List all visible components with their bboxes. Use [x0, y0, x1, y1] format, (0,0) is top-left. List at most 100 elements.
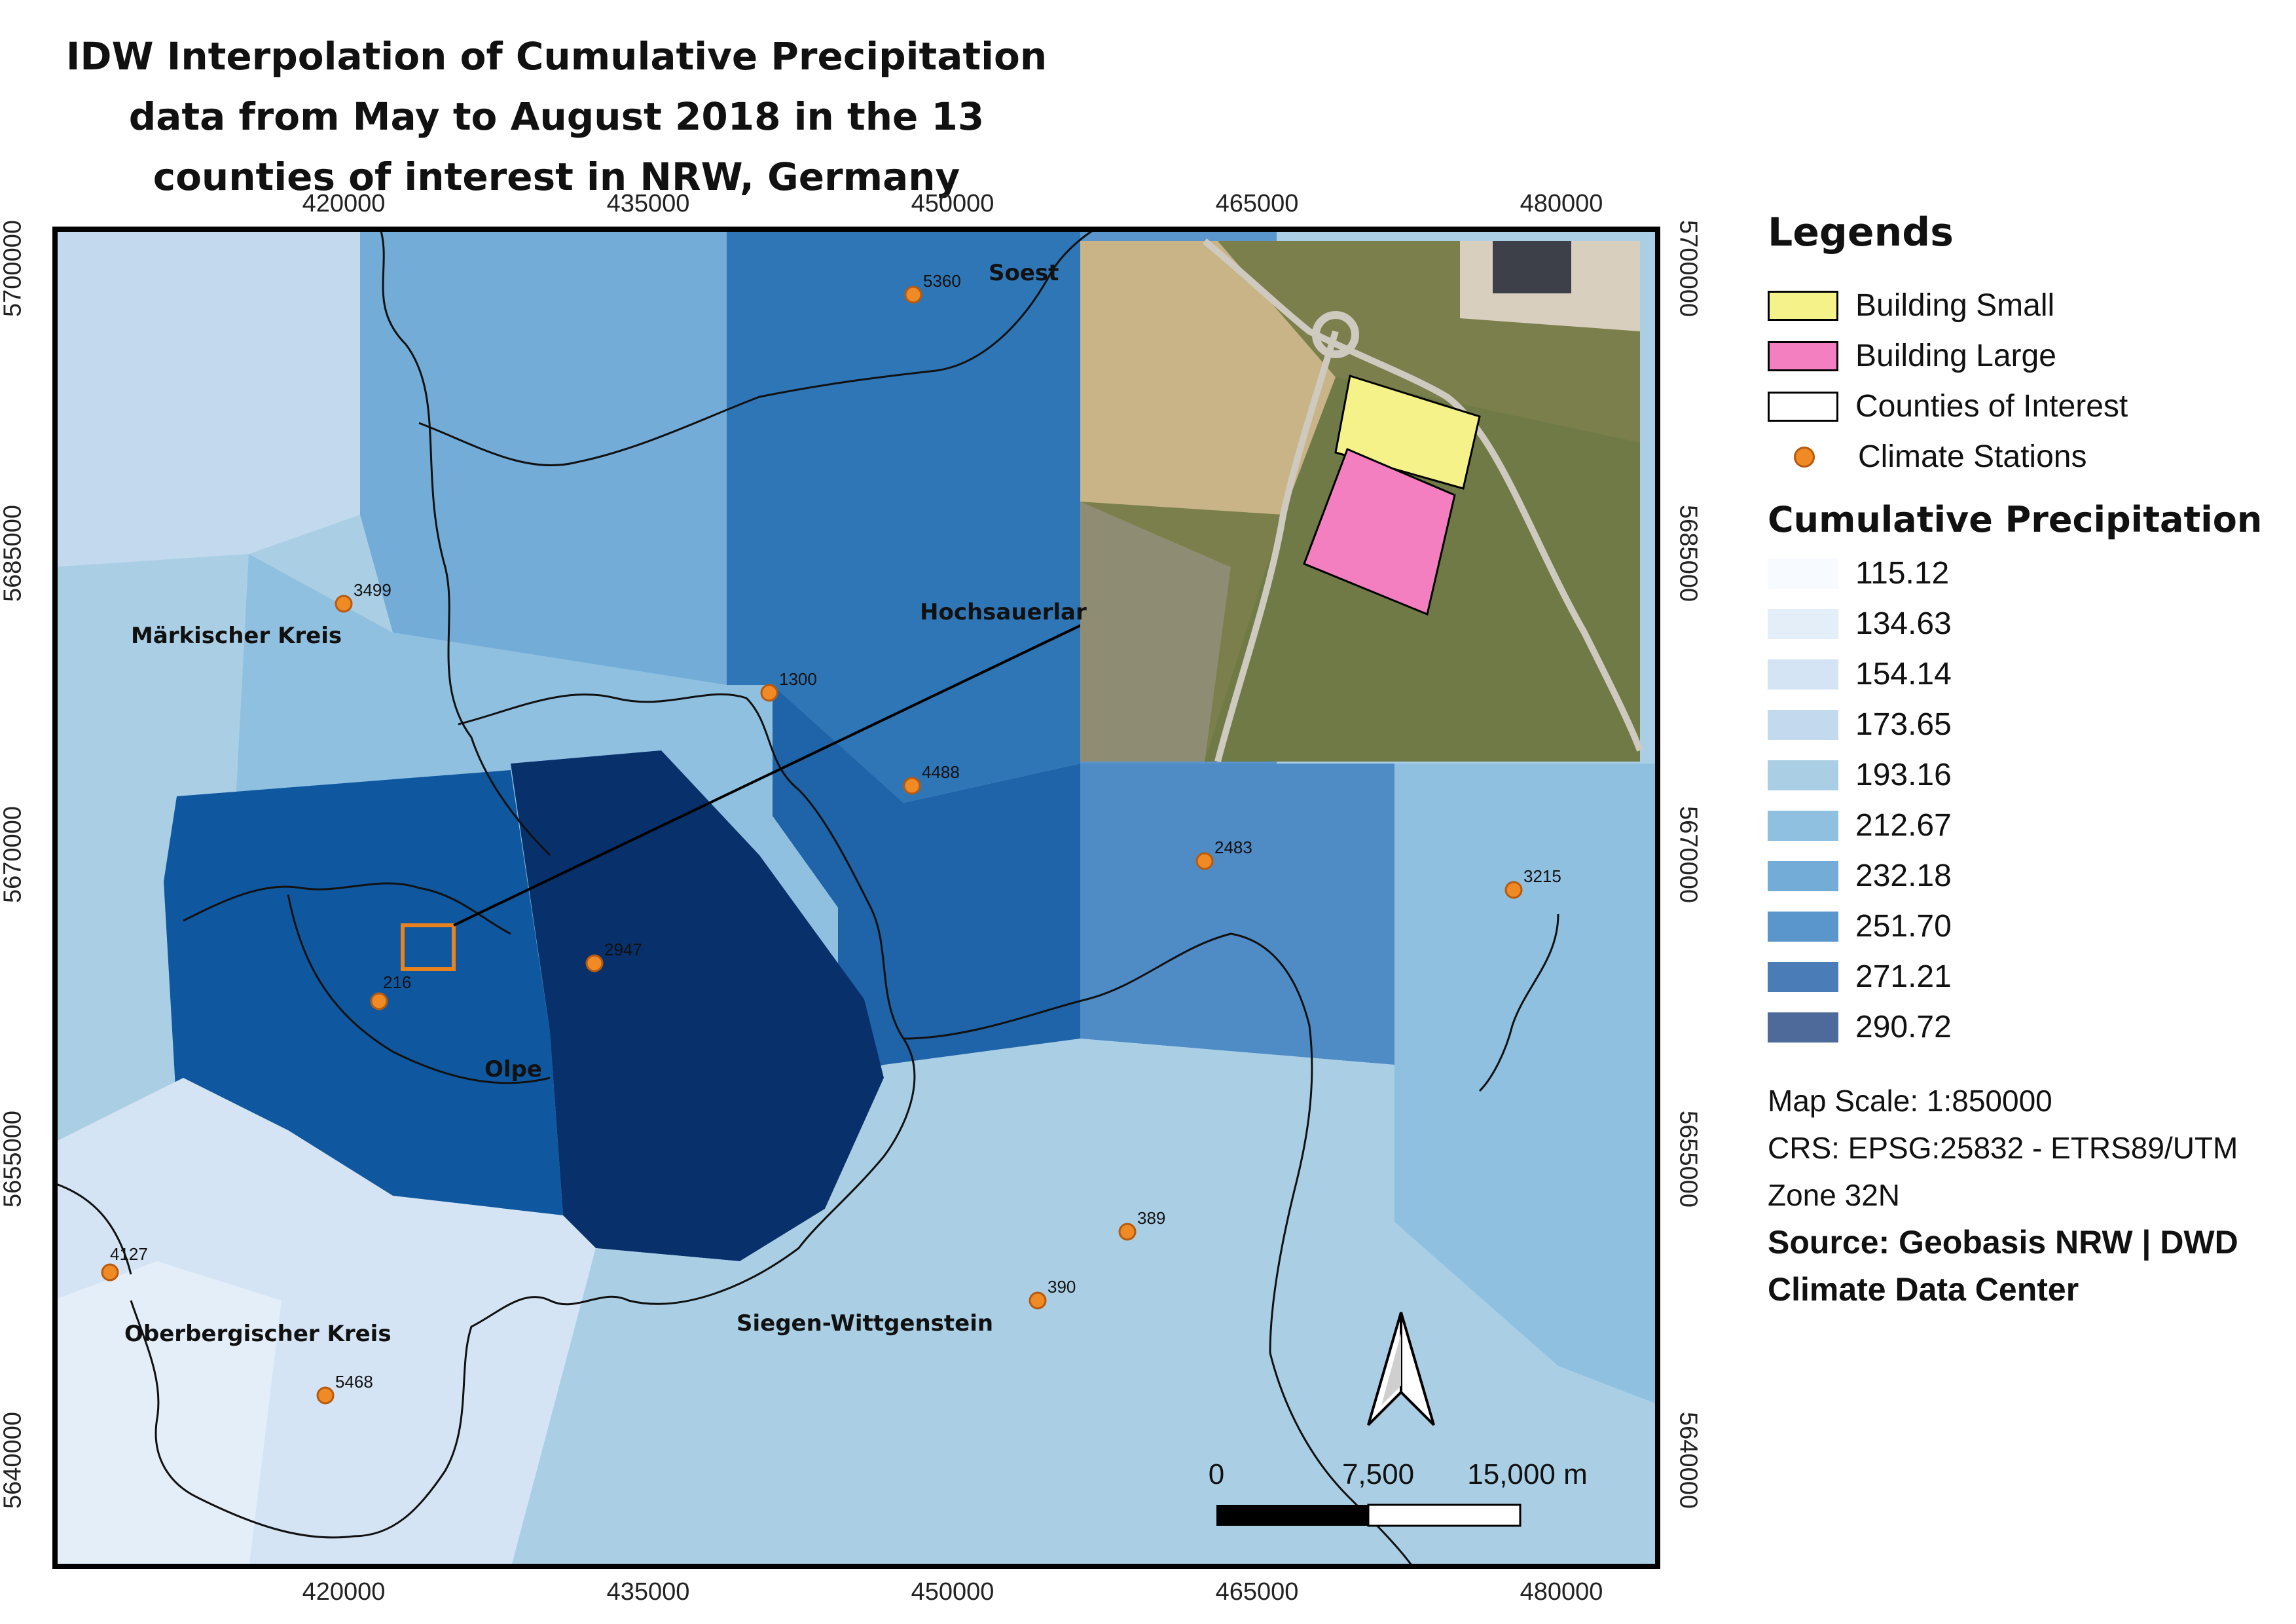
station-label: 5468 [335, 1372, 373, 1392]
precip-label: 212.67 [1855, 808, 1952, 843]
precip-label: 134.63 [1855, 606, 1952, 641]
y-tick-left: 5685000 [0, 505, 27, 602]
scale-label: 15,000 m [1467, 1458, 1587, 1490]
boundary-line [418, 227, 1101, 467]
precip-class: 212.67 [1768, 800, 2278, 851]
inset-aerial[interactable] [1080, 238, 1643, 763]
y-tick-right: 5685000 [1674, 505, 1702, 602]
station-label: 2947 [604, 940, 642, 959]
station-marker[interactable] [585, 954, 604, 972]
precip-swatch [1768, 558, 1838, 589]
precip-class: 134.63 [1768, 599, 2278, 649]
station-label: 3215 [1523, 866, 1561, 886]
boundary-line [183, 882, 511, 935]
precip-label: 290.72 [1855, 1010, 1952, 1044]
zone-nw [52, 227, 360, 567]
station-marker[interactable] [1118, 1223, 1137, 1241]
station-marker[interactable] [903, 777, 921, 795]
station-marker[interactable] [760, 684, 778, 702]
county-label-soest: Soest [989, 260, 1059, 286]
precip-label: 251.70 [1855, 909, 1952, 944]
scale-segment-white [1367, 1504, 1522, 1527]
swatch-building-large [1768, 341, 1838, 371]
station-marker[interactable] [904, 286, 922, 304]
station-label: 4488 [922, 762, 960, 782]
station-label: 3499 [354, 580, 392, 600]
county-labels: Soest Märkischer Kreis Hochsauerlar Olpe… [124, 260, 1087, 1347]
county-label-oberbergischer-kreis: Oberbergischer Kreis [124, 1321, 392, 1347]
legend-item-building-large: Building Large [1768, 331, 2278, 381]
building-large[interactable] [1303, 448, 1456, 616]
station-marker[interactable] [316, 1386, 335, 1405]
y-tick-right: 5640000 [1674, 1412, 1702, 1509]
swatch-counties [1768, 391, 1838, 422]
precip-class: 290.72 [1768, 1002, 2278, 1052]
zone-far-east [1394, 764, 1660, 1405]
station-label: 389 [1137, 1208, 1165, 1228]
station-label: 5360 [923, 271, 961, 291]
boundary-line [378, 227, 551, 857]
zone-west-olpe [164, 770, 563, 1215]
zone-north [360, 227, 727, 685]
map-canvas[interactable]: 5360 3499 1300 4488 2483 3215 2947 216 3… [52, 227, 1660, 1569]
station-marker[interactable] [370, 992, 388, 1010]
scale-bar: 0 7,500 15,000 m [1209, 1458, 1588, 1527]
county-boundaries [52, 227, 1559, 1569]
precip-label: 115.12 [1855, 556, 1950, 591]
study-area-box[interactable] [401, 923, 456, 971]
precip-label: 193.16 [1855, 758, 1952, 792]
boundary-line [903, 932, 1415, 1569]
precip-legend-title: Cumulative Precipitation [1768, 499, 2263, 540]
station-label: 4127 [110, 1244, 148, 1264]
legend-panel: Legends Building Small Building Large Co… [1768, 210, 2278, 1313]
map-frame[interactable]: 5360 3499 1300 4488 2483 3215 2947 216 3… [52, 227, 1660, 1569]
county-label-hochsauerland: Hochsauerlar [920, 599, 1087, 625]
precip-label: 271.21 [1855, 959, 1952, 994]
x-tick-bottom: 420000 [302, 1578, 386, 1606]
legend-item-building-small: Building Small [1768, 280, 2278, 331]
y-tick-left: 5640000 [0, 1412, 27, 1509]
station-label: 1300 [779, 669, 817, 689]
y-tick-left: 5655000 [0, 1111, 27, 1208]
station-labels: 5360 3499 1300 4488 2483 3215 2947 216 3… [110, 271, 1561, 1392]
legend-title: Legends [1768, 210, 1954, 255]
legend-label: Climate Stations [1858, 439, 2087, 474]
crs-zone-text: Zone 32N [1768, 1178, 1901, 1212]
x-tick-top: 480000 [1520, 190, 1603, 217]
station-marker[interactable] [1029, 1291, 1047, 1310]
station-marker[interactable] [101, 1263, 119, 1282]
x-tick-bottom: 435000 [606, 1578, 690, 1606]
zone-siegen [511, 1039, 1660, 1569]
y-tick-left: 5670000 [0, 806, 27, 903]
precip-swatch [1768, 760, 1838, 790]
precip-label: 154.14 [1855, 657, 1952, 692]
x-tick-top: 420000 [302, 190, 386, 217]
inset-roundabout [1312, 311, 1359, 358]
precip-swatch [1768, 860, 1838, 891]
x-tick-bottom: 450000 [911, 1578, 994, 1606]
precip-swatch [1768, 659, 1838, 690]
source-text: Source: Geobasis NRW | DWD [1768, 1224, 2238, 1261]
station-marker[interactable] [335, 595, 353, 613]
zone-east [1080, 764, 1394, 1065]
inset-road [1214, 330, 1339, 763]
legend-items: Building Small Building Large Counties o… [1768, 280, 2278, 482]
precip-class: 154.14 [1768, 649, 2278, 699]
legend-item-counties: Counties of Interest [1768, 381, 2278, 432]
north-arrow-icon [1367, 1312, 1435, 1426]
x-tick-bottom: 465000 [1215, 1578, 1299, 1606]
precip-class: 232.18 [1768, 851, 2278, 901]
station-marker[interactable] [1195, 852, 1214, 870]
precip-swatch [1768, 810, 1838, 841]
map-scale-text: Map Scale: 1:850000 [1768, 1084, 2052, 1118]
x-tick-top: 450000 [911, 190, 994, 217]
map-title: IDW Interpolation of Cumulative Precipit… [65, 34, 1048, 199]
precip-class: 193.16 [1768, 750, 2278, 800]
inset-village [1080, 502, 1231, 762]
station-marker[interactable] [1504, 881, 1523, 899]
station-label: 216 [383, 972, 411, 992]
zone-far-sw [52, 1261, 282, 1569]
crs-text: CRS: EPSG:25832 - ETRS89/UTM [1768, 1131, 2238, 1165]
county-label-olpe: Olpe [484, 1056, 542, 1082]
zone-maerkisch [52, 554, 249, 1143]
